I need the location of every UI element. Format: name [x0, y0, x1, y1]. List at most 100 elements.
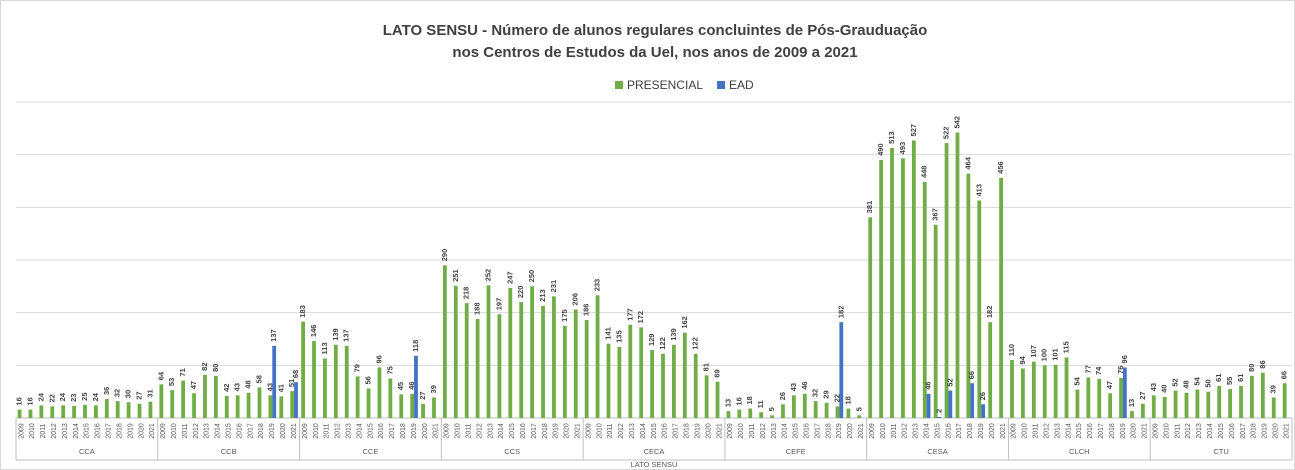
x-tick-label: 2010	[455, 423, 462, 439]
bar	[399, 394, 404, 418]
data-label: 43	[265, 383, 274, 391]
bar	[857, 415, 862, 418]
x-tick-label: 2009	[1011, 423, 1018, 439]
x-tick-label: 2015	[509, 423, 516, 439]
bar	[541, 305, 545, 418]
x-tick-label: 2013	[1196, 423, 1203, 439]
x-tick-label: 2018	[116, 423, 123, 439]
bar	[1130, 411, 1134, 418]
bar	[414, 355, 418, 418]
bar	[944, 143, 949, 418]
x-tick-label: 2019	[553, 423, 560, 439]
x-tick-label: 2018	[258, 423, 265, 439]
data-label: 53	[167, 378, 176, 386]
x-tick-label: 2014	[73, 423, 80, 439]
x-tick-label: 2010	[171, 423, 178, 439]
group-label: CCB	[221, 447, 237, 456]
data-label: 13	[723, 399, 732, 407]
bar	[1075, 389, 1080, 418]
data-label: 32	[113, 389, 122, 397]
data-label: 58	[254, 375, 263, 383]
bar	[388, 378, 393, 418]
bar	[1010, 360, 1014, 418]
data-label: 251	[451, 269, 460, 282]
data-label: 46	[407, 381, 416, 389]
bar	[791, 395, 796, 418]
data-label: 82	[200, 362, 209, 370]
x-tick-label: 2013	[487, 423, 494, 439]
x-tick-label: 2010	[29, 423, 36, 439]
x-tick-label: 2012	[193, 423, 200, 439]
x-tick-label: 2010	[880, 423, 887, 439]
x-tick-label: 2014	[1207, 423, 1214, 439]
data-label: 74	[1094, 366, 1103, 375]
data-label: 220	[516, 286, 525, 299]
bar	[508, 287, 513, 418]
data-label: 45	[396, 382, 405, 390]
bar	[1184, 392, 1189, 418]
x-tick-label: 2018	[542, 423, 549, 439]
x-tick-label: 2010	[1022, 423, 1029, 439]
bar	[453, 285, 458, 418]
x-tick-label: 2014	[356, 423, 363, 439]
bar	[294, 382, 298, 418]
x-tick-label: 2016	[1229, 423, 1236, 439]
group-label: CCA	[79, 447, 95, 456]
x-tick-label: 2015	[1076, 423, 1083, 439]
bar	[1206, 391, 1211, 418]
x-tick-label: 2018	[684, 423, 691, 439]
bar	[1173, 390, 1178, 418]
x-tick-label: 2011	[891, 423, 898, 438]
legend-label: PRESENCIAL	[627, 78, 703, 92]
bar	[137, 403, 142, 418]
bar	[839, 322, 844, 418]
data-label: 137	[269, 329, 278, 342]
data-label: 77	[1083, 365, 1092, 373]
x-tick-label: 2019	[694, 423, 701, 439]
data-label: 46	[800, 381, 809, 389]
bar	[1151, 395, 1156, 418]
x-tick-label: 2014	[215, 423, 222, 439]
bar	[737, 409, 742, 418]
bar	[366, 388, 371, 418]
data-label: 43	[789, 383, 798, 391]
chart-subtitle: nos Centros de Estudos da Uel, nos anos …	[452, 44, 857, 61]
x-tick-label: 2013	[62, 423, 69, 439]
x-tick-label: 2021	[716, 423, 723, 439]
x-tick-label: 2011	[40, 423, 47, 438]
bar	[432, 397, 436, 418]
bar	[911, 140, 916, 419]
bar	[748, 408, 753, 418]
data-label: 172	[636, 311, 645, 324]
x-tick-label: 2015	[84, 423, 91, 439]
data-label: 367	[931, 208, 940, 221]
bar	[170, 390, 175, 418]
data-label: 2	[934, 409, 943, 413]
data-label: 101	[1051, 348, 1060, 361]
data-label: 86	[1258, 360, 1267, 368]
bar	[39, 405, 44, 418]
x-tick-label: 2021	[1283, 423, 1290, 439]
x-tick-label: 2009	[585, 423, 592, 439]
data-label: 43	[233, 383, 242, 391]
x-tick-label: 2013	[1054, 423, 1061, 439]
x-tick-label: 2011	[324, 423, 331, 438]
x-tick-label: 2012	[902, 423, 909, 439]
x-tick-label: 2015	[934, 423, 941, 439]
x-tick-label: 2012	[51, 423, 58, 439]
data-label: 24	[91, 392, 100, 401]
data-label: 542	[952, 116, 961, 129]
bar	[257, 387, 262, 418]
data-label: 56	[364, 376, 373, 384]
bar	[672, 344, 676, 418]
data-label: 456	[996, 161, 1005, 174]
x-tick-label: 2018	[967, 423, 974, 439]
x-tick-label: 2020	[1131, 423, 1138, 439]
x-tick-label: 2009	[444, 423, 451, 439]
data-label: 27	[1138, 391, 1147, 399]
x-tick-label: 2021	[291, 423, 298, 439]
bar	[661, 353, 665, 418]
bar	[1239, 385, 1243, 418]
bar	[813, 401, 818, 418]
bar	[181, 380, 186, 418]
